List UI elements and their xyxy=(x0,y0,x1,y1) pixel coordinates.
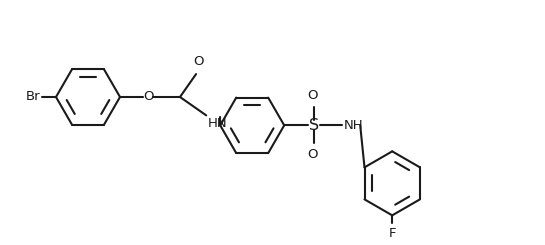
Text: HN: HN xyxy=(208,117,228,130)
Text: Br: Br xyxy=(26,90,40,103)
Text: O: O xyxy=(307,89,318,102)
Text: F: F xyxy=(389,227,396,240)
Text: S: S xyxy=(309,118,319,133)
Text: O: O xyxy=(307,148,318,161)
Text: NH: NH xyxy=(344,119,364,132)
Text: O: O xyxy=(193,55,203,68)
Text: O: O xyxy=(143,90,153,103)
